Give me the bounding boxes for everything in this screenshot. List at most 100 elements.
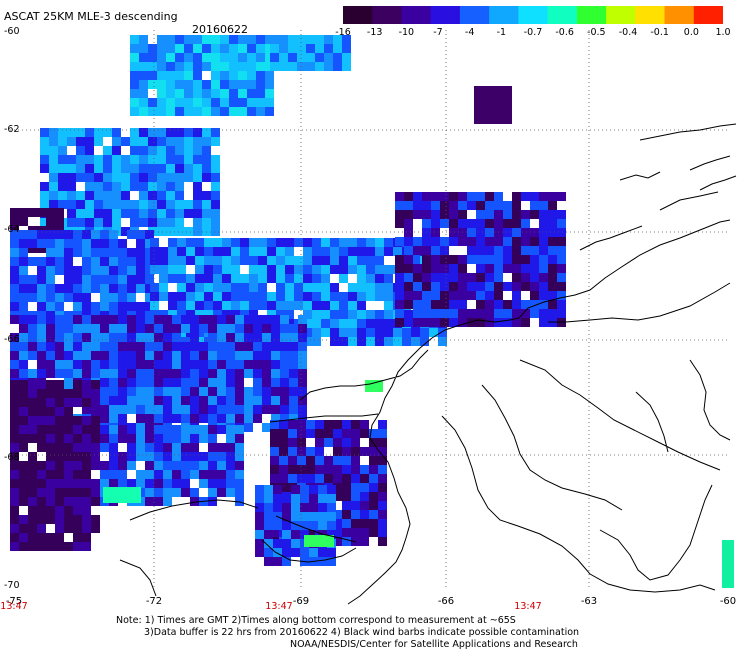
wind-cell — [10, 293, 19, 302]
wind-cell — [258, 274, 267, 283]
wind-cell — [139, 35, 148, 44]
wind-cell — [157, 155, 166, 164]
wind-cell — [521, 228, 530, 237]
wind-cell — [312, 265, 321, 274]
wind-cell — [494, 192, 503, 201]
wind-cell — [46, 217, 55, 226]
wind-cell — [64, 369, 73, 378]
wind-cell — [262, 405, 271, 414]
wind-cell — [351, 429, 360, 438]
wind-cell — [118, 324, 127, 333]
wind-cell — [157, 146, 166, 155]
wind-cell — [557, 219, 566, 228]
wind-cell — [557, 228, 566, 237]
wind-cell — [213, 292, 222, 301]
wind-cell — [253, 324, 262, 333]
wind-cell — [244, 396, 253, 405]
wind-cell — [288, 44, 297, 53]
wind-cell — [145, 257, 154, 266]
wind-cell — [548, 201, 557, 210]
wind-cell — [258, 247, 267, 256]
wind-cell — [240, 247, 249, 256]
wind-cell — [253, 351, 262, 360]
wind-cell — [46, 461, 55, 470]
wind-cell — [440, 237, 449, 246]
wind-cell — [145, 360, 154, 369]
wind-cell — [148, 80, 157, 89]
wind-cell — [485, 237, 494, 246]
wind-cell — [339, 319, 348, 328]
wind-cell — [46, 208, 55, 217]
wind-cell — [271, 396, 280, 405]
wind-cell — [64, 257, 73, 266]
wind-cell — [37, 497, 46, 506]
wind-cell — [168, 265, 177, 274]
wind-cell — [280, 351, 289, 360]
wind-cell — [229, 98, 238, 107]
wind-cell — [512, 282, 521, 291]
wind-cell — [211, 128, 220, 137]
footnotes: Note: 1) Times are GMT 2)Times along bot… — [116, 615, 579, 651]
wind-cell — [10, 208, 19, 217]
wind-cell — [244, 414, 253, 423]
wind-cell — [58, 164, 67, 173]
wind-cell — [28, 244, 37, 253]
wind-cell — [166, 182, 175, 191]
wind-cell — [339, 301, 348, 310]
wind-cell — [240, 238, 249, 247]
wind-cell — [384, 247, 393, 256]
wind-cell — [121, 182, 130, 191]
wind-cell — [118, 479, 127, 488]
wind-cell — [300, 512, 309, 521]
wind-cell — [270, 53, 279, 62]
wind-cell — [76, 146, 85, 155]
wind-cell — [37, 398, 46, 407]
wind-cell — [202, 107, 211, 116]
wind-cell — [291, 485, 300, 494]
wind-cell — [121, 137, 130, 146]
wind-cell — [342, 492, 351, 501]
wind-cell — [265, 35, 274, 44]
wind-cell — [333, 492, 342, 501]
wind-cell — [199, 452, 208, 461]
wind-cell — [82, 479, 91, 488]
wind-cell — [235, 425, 244, 434]
wind-cell — [431, 237, 440, 246]
wind-cell — [46, 266, 55, 275]
wind-cell — [82, 425, 91, 434]
wind-cell — [64, 378, 73, 387]
wind-cell — [10, 542, 19, 551]
wind-cell — [46, 497, 55, 506]
wind-cell — [438, 328, 447, 337]
wind-cell — [267, 292, 276, 301]
wind-cell — [357, 256, 366, 265]
wind-cell — [49, 200, 58, 209]
wind-cell — [46, 284, 55, 293]
wind-cell — [217, 479, 226, 488]
wind-cell — [82, 380, 91, 389]
wind-cell — [40, 128, 49, 137]
wind-cell — [145, 266, 154, 275]
wind-cell — [148, 218, 157, 227]
wind-cell — [297, 62, 306, 71]
wind-cell — [539, 228, 548, 237]
wind-cell — [330, 238, 339, 247]
wind-cell — [46, 425, 55, 434]
wind-cell — [202, 155, 211, 164]
wind-cell — [235, 342, 244, 351]
wind-cell — [267, 265, 276, 274]
wind-cell — [449, 219, 458, 228]
wind-cell — [289, 396, 298, 405]
wind-cell — [139, 98, 148, 107]
wind-cell — [539, 237, 548, 246]
wind-cell — [467, 273, 476, 282]
wind-cell — [208, 497, 217, 506]
wind-cell — [282, 557, 291, 566]
wind-cell — [357, 274, 366, 283]
wind-cell — [342, 447, 351, 456]
wind-cell — [163, 461, 172, 470]
wind-cell — [46, 351, 55, 360]
wind-cell — [208, 387, 217, 396]
wind-cell — [127, 434, 136, 443]
wind-cell — [378, 465, 387, 474]
